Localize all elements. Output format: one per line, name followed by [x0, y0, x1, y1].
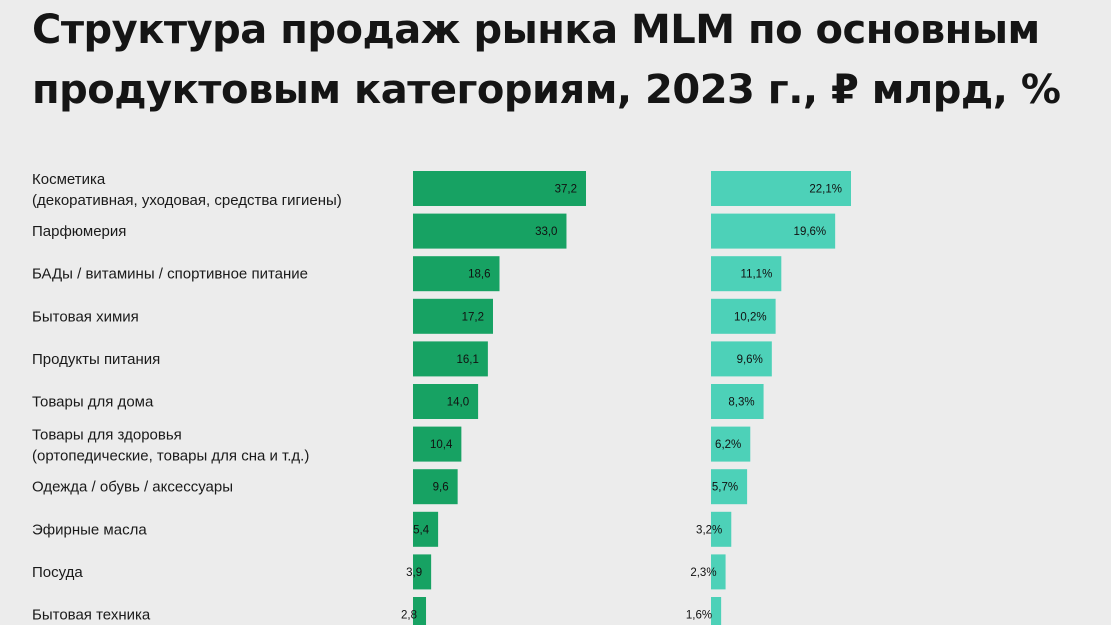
- share-data-label: 1,6%: [686, 610, 712, 622]
- value-bar: [413, 256, 500, 292]
- value-bar: [413, 426, 462, 462]
- value-bar: [413, 597, 427, 625]
- value-bar: [413, 171, 586, 206]
- category-label: Бытовая химия: [32, 308, 139, 325]
- share-bar: [711, 597, 722, 625]
- chart-title-line-1: Структура продаж рынка MLM по основным: [32, 7, 1040, 53]
- chart-title: Структура продаж рынка MLM по основным п…: [32, 0, 1102, 120]
- value-bar: [413, 511, 439, 547]
- category-label: (ортопедические, товары для сна и т.д.): [32, 448, 309, 465]
- value-data-label: 5,4: [413, 524, 430, 536]
- value-bar: [413, 298, 493, 334]
- share-bar: [711, 256, 782, 292]
- category-label: Товары для здоровья: [32, 427, 182, 444]
- share-bar: [711, 171, 851, 206]
- share-bar: [711, 341, 772, 377]
- value-bar: [413, 213, 567, 249]
- share-bar: [711, 554, 726, 590]
- share-bar: [711, 469, 748, 505]
- share-bar: [711, 384, 764, 419]
- share-data-label: 5,7%: [712, 482, 738, 494]
- value-bar: [413, 554, 432, 590]
- value-data-label: 17,2: [462, 311, 484, 323]
- share-data-label: 10,2%: [734, 311, 767, 323]
- category-label: Товары для дома: [32, 394, 154, 411]
- value-data-label: 9,6: [433, 482, 449, 494]
- share-bar: [711, 213, 836, 249]
- value-data-label: 33,0: [535, 226, 557, 238]
- value-data-label: 37,2: [555, 184, 577, 196]
- category-label: (декоративная, уходовая, средства гигиен…: [32, 192, 342, 209]
- category-label: Посуда: [32, 564, 83, 581]
- category-label: Эфирные масла: [32, 521, 147, 538]
- value-data-label: 16,1: [456, 354, 478, 366]
- value-data-label: 3,9: [406, 567, 422, 579]
- category-label: Косметика: [32, 171, 106, 188]
- value-bar: [413, 469, 458, 505]
- share-data-label: 9,6%: [737, 354, 763, 366]
- value-bar: [413, 384, 479, 419]
- share-data-label: 22,1%: [809, 184, 842, 196]
- share-bar: [711, 426, 751, 462]
- share-data-label: 8,3%: [728, 397, 754, 409]
- category-label: Бытовая техника: [32, 607, 151, 624]
- category-label: БАДы / витамины / спортивное питание: [32, 266, 308, 283]
- value-data-label: 2,8: [401, 610, 417, 622]
- value-data-label: 14,0: [447, 397, 469, 409]
- category-label: Продукты питания: [32, 351, 160, 368]
- share-data-label: 11,1%: [741, 269, 773, 281]
- share-bar: [711, 511, 732, 547]
- chart-title-line-2: продуктовым категориям, 2023 г., ₽ млрд,…: [32, 67, 1061, 113]
- share-data-label: 6,2%: [715, 439, 741, 451]
- share-data-label: 2,3%: [690, 567, 716, 579]
- share-data-label: 19,6%: [794, 226, 827, 238]
- share-data-label: 3,2%: [696, 524, 722, 536]
- value-data-label: 10,4: [430, 439, 453, 451]
- category-label: Одежда / обувь / аксессуары: [32, 479, 233, 496]
- value-data-label: 18,6: [468, 269, 490, 281]
- value-bar: [413, 341, 488, 377]
- category-label: Парфюмерия: [32, 223, 126, 240]
- share-bar: [711, 298, 776, 334]
